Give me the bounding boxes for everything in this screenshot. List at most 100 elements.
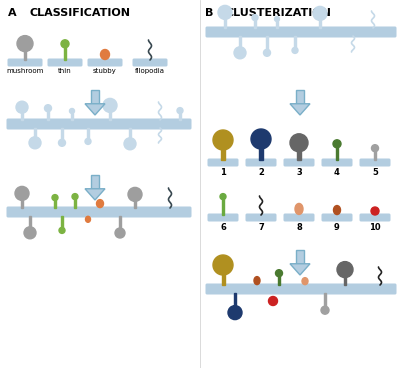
Bar	[254, 20, 256, 28]
Bar	[296, 90, 304, 104]
Circle shape	[251, 129, 271, 149]
FancyBboxPatch shape	[8, 59, 42, 67]
Circle shape	[321, 306, 329, 314]
Bar	[61, 128, 63, 140]
Text: 10: 10	[369, 223, 381, 232]
Bar	[336, 147, 338, 160]
Text: CLUSTERIZATION: CLUSTERIZATION	[225, 8, 331, 18]
Bar	[109, 111, 111, 120]
Circle shape	[59, 227, 65, 233]
Text: 6: 6	[220, 223, 226, 232]
Bar	[119, 216, 121, 229]
FancyBboxPatch shape	[246, 159, 276, 166]
Circle shape	[29, 137, 41, 149]
Bar	[91, 175, 99, 189]
Circle shape	[15, 187, 29, 201]
FancyBboxPatch shape	[88, 59, 122, 67]
Text: A: A	[8, 8, 17, 18]
Ellipse shape	[254, 277, 260, 284]
Ellipse shape	[96, 199, 104, 208]
FancyBboxPatch shape	[206, 26, 396, 38]
Ellipse shape	[295, 204, 303, 215]
Circle shape	[218, 6, 232, 20]
Bar	[91, 90, 99, 104]
Bar	[278, 276, 280, 285]
FancyBboxPatch shape	[48, 59, 82, 67]
Text: thin: thin	[58, 68, 72, 74]
Ellipse shape	[100, 50, 110, 60]
Circle shape	[124, 138, 136, 150]
Ellipse shape	[86, 216, 90, 222]
FancyBboxPatch shape	[208, 213, 238, 222]
Circle shape	[58, 139, 66, 146]
Text: CLASSIFICATION: CLASSIFICATION	[30, 8, 131, 18]
Circle shape	[372, 145, 378, 152]
Circle shape	[333, 140, 341, 148]
Bar	[276, 21, 278, 28]
Circle shape	[313, 6, 327, 20]
Ellipse shape	[334, 206, 340, 215]
Bar	[239, 36, 241, 48]
Bar	[72, 113, 73, 120]
Circle shape	[70, 109, 74, 113]
Ellipse shape	[302, 277, 308, 285]
Circle shape	[16, 101, 28, 113]
Circle shape	[276, 270, 282, 277]
FancyBboxPatch shape	[206, 283, 396, 294]
Text: 3: 3	[296, 168, 302, 177]
Bar	[179, 113, 181, 120]
Text: 7: 7	[258, 223, 264, 232]
Polygon shape	[290, 264, 310, 275]
Circle shape	[72, 194, 78, 199]
Polygon shape	[290, 104, 310, 115]
Text: mushroom: mushroom	[6, 68, 44, 74]
Bar	[294, 36, 296, 48]
Bar	[344, 276, 346, 285]
Text: 5: 5	[372, 168, 378, 177]
Circle shape	[371, 207, 379, 215]
Circle shape	[17, 36, 33, 52]
Bar	[319, 19, 321, 28]
Text: 2: 2	[258, 168, 264, 177]
FancyBboxPatch shape	[284, 213, 314, 222]
Text: B: B	[205, 8, 213, 18]
Bar	[61, 216, 63, 228]
Bar	[129, 128, 131, 139]
FancyBboxPatch shape	[208, 159, 238, 166]
Bar	[21, 199, 23, 208]
Circle shape	[24, 227, 36, 239]
Bar	[259, 147, 263, 160]
Text: 9: 9	[334, 223, 340, 232]
Circle shape	[61, 40, 69, 48]
FancyBboxPatch shape	[132, 59, 168, 67]
Circle shape	[228, 305, 242, 319]
Text: 4: 4	[334, 168, 340, 177]
Bar	[134, 200, 136, 208]
Bar	[266, 36, 268, 50]
FancyBboxPatch shape	[246, 213, 276, 222]
Bar	[54, 200, 56, 208]
Bar	[29, 216, 31, 228]
Circle shape	[213, 255, 233, 275]
Bar	[222, 273, 224, 285]
Circle shape	[115, 228, 125, 238]
Bar	[224, 18, 226, 28]
Bar	[74, 199, 76, 208]
FancyBboxPatch shape	[360, 159, 390, 166]
Circle shape	[337, 262, 353, 277]
FancyBboxPatch shape	[284, 159, 314, 166]
Circle shape	[292, 47, 298, 53]
Circle shape	[220, 194, 226, 199]
Circle shape	[213, 130, 233, 150]
Bar	[87, 128, 89, 139]
Circle shape	[274, 17, 280, 21]
FancyBboxPatch shape	[6, 206, 192, 217]
Bar	[374, 151, 376, 160]
Bar	[234, 293, 236, 307]
Bar	[297, 150, 301, 160]
Bar	[221, 148, 225, 160]
Circle shape	[103, 98, 117, 112]
Circle shape	[290, 134, 308, 152]
Bar	[324, 293, 326, 307]
Text: 8: 8	[296, 223, 302, 232]
